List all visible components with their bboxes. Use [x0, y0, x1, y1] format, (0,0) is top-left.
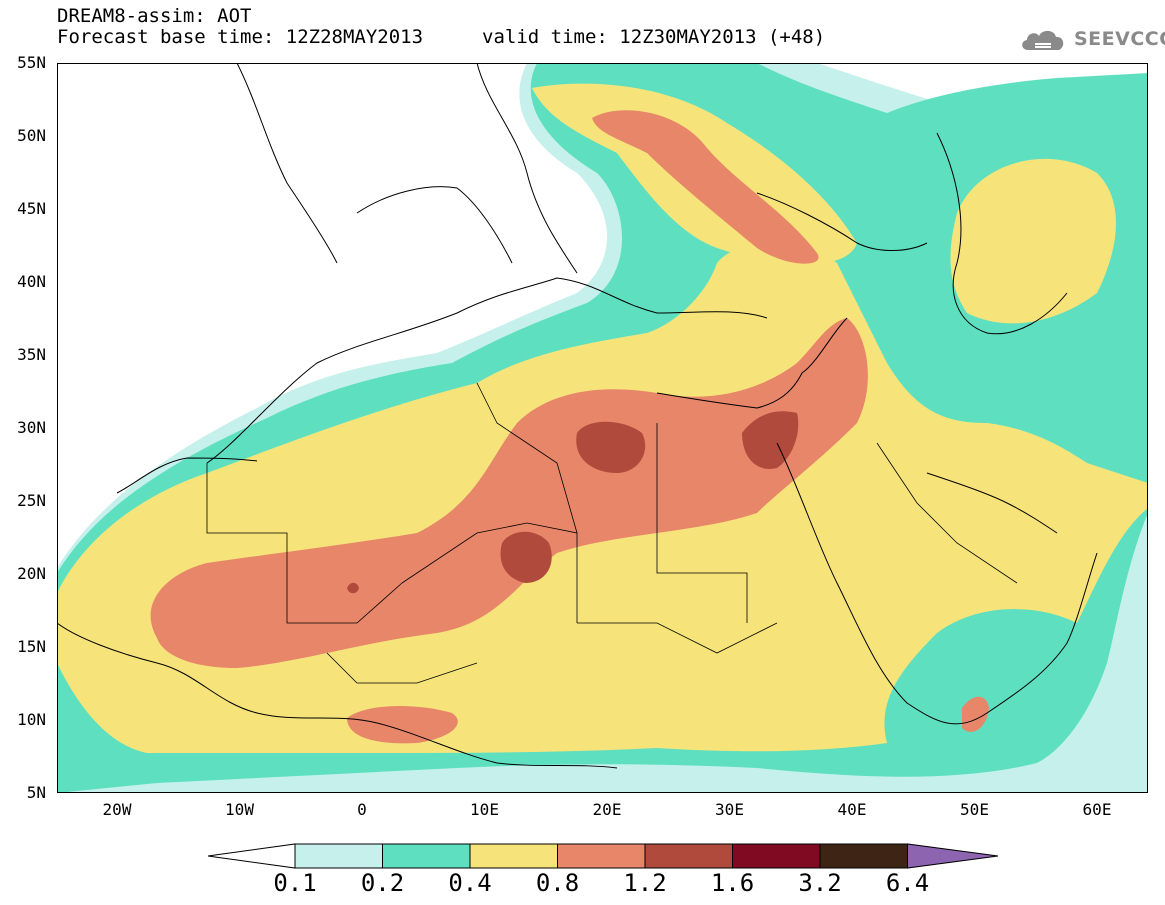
lon-label: 30E: [715, 800, 744, 819]
lon-label: 50E: [960, 800, 989, 819]
lon-label: 60E: [1082, 800, 1112, 819]
aot-contour-1.2-mali: [347, 582, 359, 594]
lat-label: 45N: [17, 199, 46, 218]
aot-map: [57, 63, 1148, 793]
colorbar-label: 0.8: [535, 869, 580, 897]
lon-label: 10W: [225, 800, 254, 819]
colorbar-label: 1.6: [710, 869, 755, 897]
aot-contour-0.4-caspian: [950, 158, 1116, 324]
lon-label: 20W: [102, 800, 132, 819]
colorbar-right-arrow: [907, 843, 999, 869]
aot-contour-1.2-sinai: [742, 411, 799, 469]
lat-label: 55N: [17, 53, 46, 72]
aot-contour-0.8-north: [592, 110, 819, 264]
colorbar-label: 0.2: [360, 869, 405, 897]
lon-label: 20E: [592, 800, 622, 819]
lon-label: 0: [357, 800, 367, 819]
colorbar-segment: [294, 843, 383, 869]
coastlines: [57, 63, 1098, 769]
seevccc-logo: SEEVCCC: [1018, 24, 1165, 54]
lat-label: 15N: [17, 637, 46, 656]
lat-label: 40N: [17, 272, 46, 291]
colorbar-label: 0.1: [273, 869, 317, 897]
lat-label: 30N: [17, 418, 46, 437]
lon-label: 10E: [470, 800, 499, 819]
lat-label: 20N: [17, 564, 46, 583]
colorbar-left-arrow: [207, 843, 296, 869]
colorbar-segment: [469, 843, 558, 869]
forecast-base-time: Forecast base time: 12Z28MAY2013: [57, 26, 424, 48]
aot-contour-0.8-somalia: [962, 696, 989, 732]
lat-label: 50N: [17, 126, 46, 145]
borders: [206, 382, 1018, 684]
colorbar-segment: [382, 843, 471, 869]
colorbar-segment: [732, 843, 821, 869]
cloud-icon: [1022, 30, 1064, 50]
colorbar-label: 3.2: [798, 869, 842, 897]
lat-label: 35N: [17, 345, 46, 364]
colorbar-label: 0.4: [448, 869, 492, 897]
lat-label: 10N: [17, 710, 46, 729]
colorbar-segment: [644, 843, 733, 869]
aot-contour-1.2-libya: [576, 421, 646, 473]
aot-contour-1.2-chad: [500, 531, 552, 583]
valid-time: valid time: 12Z30MAY2013 (+48): [482, 26, 826, 48]
logo-text: SEEVCCC: [1074, 28, 1165, 50]
colorbar-segment: [557, 843, 646, 869]
lat-label: 5N: [26, 783, 46, 802]
chart-title: DREAM8-assim: AOT: [57, 5, 252, 27]
aot-contour-0.8-nigeria: [347, 706, 458, 744]
colorbar: [207, 843, 999, 869]
lat-label: 25N: [17, 491, 46, 510]
colorbar-label: 6.4: [885, 869, 930, 897]
colorbar-segment: [819, 843, 908, 869]
lon-label: 40E: [837, 800, 867, 819]
colorbar-label: 1.2: [623, 869, 667, 897]
aot-contour-0.8-sahara: [150, 318, 868, 668]
